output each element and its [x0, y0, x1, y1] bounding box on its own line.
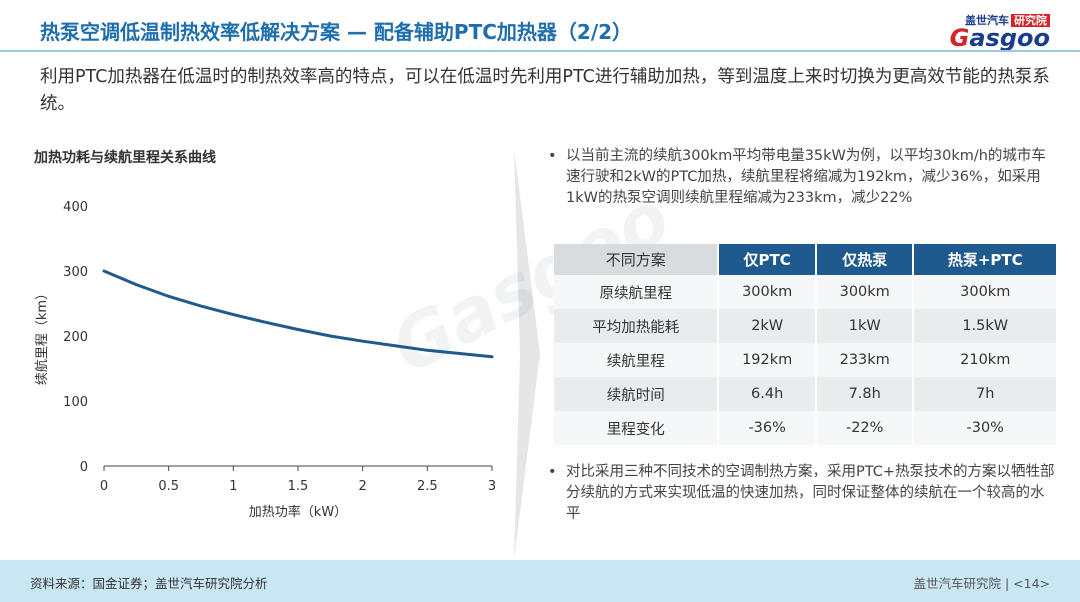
table-header-row: 不同方案 仅PTC 仅热泵 热泵+PTC — [554, 244, 1058, 275]
logo-wordmark: Gasgoo — [950, 24, 1050, 52]
bullet-text-2: 对比采用三种不同技术的空调制热方案，采用PTC+热泵技术的方案以牺牲部分续航的方… — [566, 464, 1055, 522]
logo-top-red: 研究院 — [1011, 14, 1050, 27]
table-cell: 300km — [718, 275, 817, 309]
page-title: 热泵空调低温制热效率低解决方案 — 配备辅助PTC加热器（2/2） — [40, 20, 633, 44]
line-chart: 0 100 200 300 400 0 0.5 1 1.5 2 2.5 3 加热功率（kW） 续航里程（k… — [34, 200, 496, 520]
x-tick-label: 3 — [488, 479, 496, 494]
footer-separator: | — [1004, 576, 1014, 591]
section-divider-arrow — [514, 148, 540, 560]
table-header-cell: 仅PTC — [718, 244, 817, 275]
table-row: 续航时间 6.4h 7.8h 7h — [554, 377, 1058, 411]
logo-g: G — [949, 24, 970, 52]
table-cell: 2kW — [718, 309, 817, 343]
x-tick-label: 2 — [359, 479, 367, 494]
table-header-cell: 热泵+PTC — [913, 244, 1058, 275]
x-tick-label: 2.5 — [417, 479, 438, 494]
table-cell: 7.8h — [815, 377, 915, 411]
table-cell: -22% — [815, 411, 915, 445]
footer-org-page: 盖世汽车研究院 | <14> — [913, 573, 1050, 592]
table-row: 续航里程 192km 233km 210km — [554, 343, 1058, 377]
series-line — [102, 269, 494, 359]
table-cell: -36% — [718, 411, 817, 445]
table-header-cell: 仅热泵 — [815, 244, 915, 275]
table-cell: -30% — [913, 411, 1058, 445]
intro-text: 利用PTC加热器在低温时的制热效率高的特点，可以在低温时先利用PTC进行辅助加热… — [40, 67, 1050, 114]
y-axis-label: 续航里程（km） — [34, 287, 50, 385]
y-tick-label: 0 — [80, 460, 88, 475]
table-cell: 210km — [913, 343, 1058, 377]
table-cell: 300km — [815, 275, 915, 309]
table-row: 里程变化 -36% -22% -30% — [554, 411, 1058, 445]
table-row: 平均加热能耗 2kW 1kW 1.5kW — [554, 309, 1058, 343]
bullet-dot-icon: • — [548, 464, 557, 480]
table-cell: 233km — [815, 343, 915, 377]
table-cell: 平均加热能耗 — [554, 309, 720, 343]
table-cell: 300km — [913, 275, 1058, 309]
table-cell: 1kW — [815, 309, 915, 343]
table-cell: 1.5kW — [913, 309, 1058, 343]
x-axis-label: 加热功率（kW） — [249, 504, 347, 520]
x-tick-label: 0 — [100, 479, 108, 494]
table-cell: 里程变化 — [554, 411, 720, 445]
title-rule — [0, 50, 1080, 52]
logo-top-line: 盖世汽车 研究院 — [965, 12, 1050, 28]
table-cell: 续航时间 — [554, 377, 720, 411]
chart-title: 加热功耗与续航里程关系曲线 — [34, 150, 216, 166]
logo-word: asgoo — [969, 24, 1050, 52]
gasgoo-logo: 盖世汽车 研究院 Gasgoo — [900, 12, 1050, 52]
y-tick-label: 100 — [63, 395, 88, 410]
source-note: 资料来源：国金证券；盖世汽车研究院分析 — [30, 576, 268, 591]
table-row: 原续航里程 300km 300km 300km — [554, 275, 1058, 309]
y-tick-label: 300 — [63, 265, 88, 280]
table-header-cell: 不同方案 — [554, 244, 720, 275]
table-cell: 192km — [718, 343, 817, 377]
x-tick-label: 1 — [229, 479, 237, 494]
table-cell: 6.4h — [718, 377, 817, 411]
bullet-dot-icon: • — [548, 148, 557, 164]
logo-top-text: 盖世汽车 — [965, 14, 1009, 27]
bullet-text-1: 以当前主流的续航300km平均带电量35kW为例，以平均30km/h的城市车速行… — [566, 148, 1046, 206]
y-tick-label: 400 — [63, 200, 88, 215]
x-tick-label: 1.5 — [288, 479, 309, 494]
table-cell: 续航里程 — [554, 343, 720, 377]
comparison-table: 不同方案 仅PTC 仅热泵 热泵+PTC 原续航里程 300km 300km 3… — [554, 244, 1058, 445]
page-number: <14> — [1013, 576, 1050, 591]
bullet-item-1: • 以当前主流的续航300km平均带电量35kW为例，以平均30km/h的城市车… — [548, 146, 1056, 209]
x-tick-label: 0.5 — [158, 479, 179, 494]
bullet-item-2: • 对比采用三种不同技术的空调制热方案，采用PTC+热泵技术的方案以牺牲部分续航… — [548, 462, 1056, 525]
y-tick-label: 200 — [63, 330, 88, 345]
footer-org: 盖世汽车研究院 — [913, 576, 1001, 591]
table-cell: 原续航里程 — [554, 275, 720, 309]
table-cell: 7h — [913, 377, 1058, 411]
footer-bar — [0, 560, 1080, 602]
